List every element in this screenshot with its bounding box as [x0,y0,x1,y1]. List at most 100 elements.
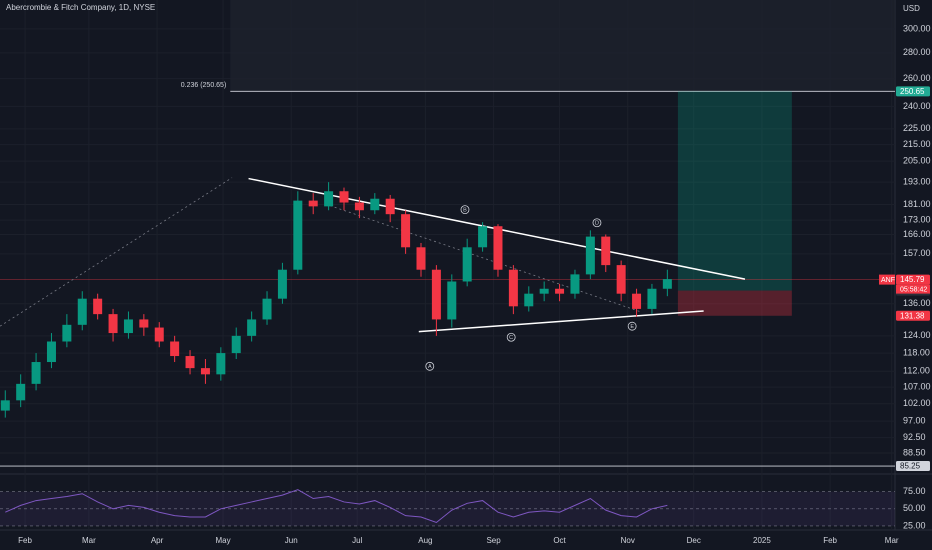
y-tick-label: 205.00 [903,156,931,166]
rsi-tick-label: 75.00 [903,486,926,496]
candle-body [462,247,472,282]
grid [0,491,895,527]
candle-body [216,353,226,375]
wave-marker [460,205,470,215]
y-tick-label: 193.00 [903,177,931,187]
candle-body [308,200,318,207]
position-target [677,91,792,291]
x-tick-label: Jun [285,536,298,545]
candle-body [31,362,41,384]
trendline [0,177,233,327]
labels: 300.00 280.00 260.00 240.00 225.00 215.00 205.… [18,23,930,545]
y-tick-label: 88.50 [903,447,926,457]
candle-body [585,236,595,275]
candle-body [200,368,210,375]
x-tick-label: Nov [621,536,635,545]
candle-body [77,298,87,325]
y-tick-label: 260.00 [903,73,931,83]
y-tick-label: 280.00 [903,47,931,57]
x-tick-label: May [215,536,230,545]
price-tag [896,310,930,321]
fib-label: 0.236 (250.65) [181,82,227,89]
candle-body [185,356,195,369]
price-tag-label: 85.25 [900,462,921,471]
y-tick-label: 300.00 [903,23,931,33]
candle-body [293,200,303,270]
y-tick-label: 107.00 [903,381,931,391]
candle-body [16,383,26,401]
y-tick-label: 102.00 [903,398,931,408]
candle-body [385,198,395,215]
x-tick-label: Aug [418,536,432,545]
x-tick-label: Feb [823,536,837,545]
wave-marker [506,332,516,342]
currency: USD [903,4,920,13]
candle-body [539,288,549,294]
trendline [418,310,704,333]
candle-body [416,247,426,270]
marks [0,182,672,524]
price-tag [896,86,930,97]
candle-body [570,274,580,294]
x-tick-label: Oct [553,536,566,545]
x-tick-label: Feb [18,536,32,545]
candle-body [647,288,657,309]
candle-body [46,341,56,363]
x-tick-label: Apr [151,536,164,545]
candle-body [555,288,565,294]
candle-body [493,226,503,270]
candle-body [62,324,72,342]
x-tick-label: Sep [486,536,501,545]
rsi-tick-label: 50.00 [903,503,926,513]
countdown: 05:58:42 [900,286,927,293]
y-tick-label: 240.00 [903,101,931,111]
fib-zone [230,0,895,92]
rsi-line [5,489,668,524]
y-tick-label: 157.00 [903,248,931,258]
candle-body [370,198,380,211]
price-tag [896,461,930,472]
y-tick-label: 118.00 [903,347,930,357]
symbol-label: ANF [881,277,895,284]
y-tick-label: 215.00 [903,139,931,149]
candle-body [93,298,103,315]
y-tick-label: 136.00 [903,298,931,308]
countdown-tag [896,284,930,294]
candle-body [324,191,334,207]
price-tag [896,274,930,285]
candle-body [170,341,180,357]
candle-body [262,298,272,320]
candle-body [431,269,441,320]
candle-body [139,319,149,328]
candle-body [524,293,534,307]
candle-body [447,281,457,320]
candle-body [508,269,518,307]
wave-label: D [595,221,599,227]
candle-body [231,335,241,354]
candle-body [247,319,257,336]
wave-marker [627,321,637,331]
x-tick-label: 2025 [753,536,771,545]
candle-body [277,269,287,299]
candle-body [154,327,164,342]
rsi-band [0,491,895,526]
wave-marker [425,361,435,371]
price-tag-label: 145.79 [900,275,925,284]
y-tick-label: 112.00 [903,366,930,376]
candle-body [632,293,642,309]
y-tick-label: 166.00 [903,229,931,239]
rsi-tick-label: 25.00 [903,520,926,530]
y-tick-label: 181.00 [903,199,931,209]
candle-body [339,191,349,203]
wave-label: C [509,335,513,341]
candle-body [616,265,626,294]
wave-label: E [630,324,634,330]
chart-title: Abercrombie & Fitch Company, 1D, NYSE [6,3,155,12]
wave-marker [592,218,602,228]
y-tick-label: 97.00 [903,416,926,426]
wave-label: A [428,364,432,370]
candle-body [354,202,364,211]
candle-body [662,279,672,289]
